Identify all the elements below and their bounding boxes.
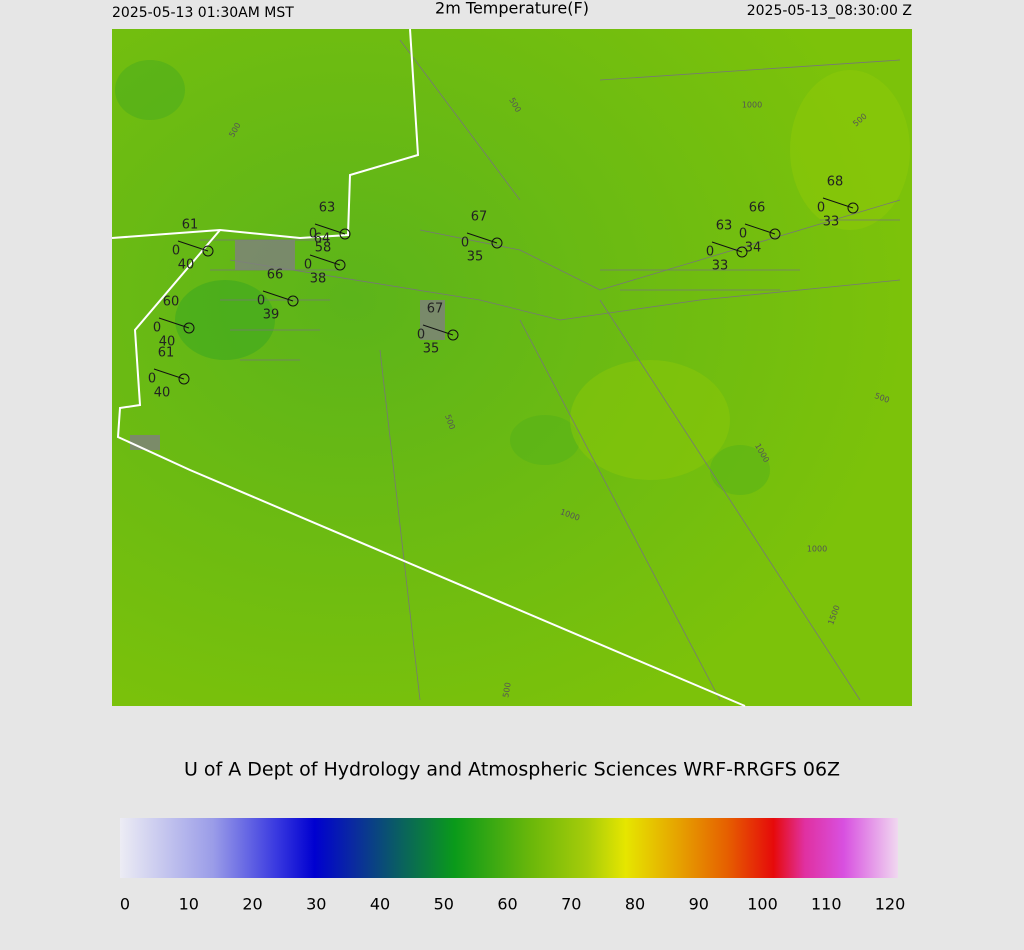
station-temp: 68 — [827, 175, 844, 190]
station-temp: 61 — [182, 218, 199, 233]
station-dew: 40 — [178, 258, 195, 273]
station-calm: 0 — [148, 372, 156, 387]
colorbar-tick-label: 110 — [811, 895, 842, 914]
station-dew: 39 — [263, 308, 280, 323]
station-circle — [736, 246, 748, 258]
station-temp: 67 — [471, 210, 488, 225]
colorbar-tick-label: 10 — [179, 895, 199, 914]
station-dew: 35 — [467, 250, 484, 265]
colorbar-tick-label: 90 — [689, 895, 709, 914]
stations: 6104063058640386603967035670356004061040… — [148, 175, 859, 401]
station-temp: 64 — [314, 232, 331, 247]
valid-utc: 2025-05-13_08:30:00 Z — [747, 3, 912, 19]
valid-local: 2025-05-13 01:30AM MST — [112, 5, 294, 21]
station-circle — [334, 259, 346, 271]
station-circle — [847, 202, 859, 214]
station-temp: 63 — [319, 201, 336, 216]
station-calm: 0 — [706, 245, 714, 260]
colorbar-tick-label: 60 — [497, 895, 517, 914]
station-calm: 0 — [817, 201, 825, 216]
station-circle — [339, 228, 351, 240]
station-temp: 63 — [716, 219, 733, 234]
station-circle — [447, 329, 459, 341]
station-calm: 0 — [172, 244, 180, 259]
station-circle — [287, 295, 299, 307]
credit: U of A Dept of Hydrology and Atmospheric… — [184, 759, 840, 781]
station-circle — [202, 245, 214, 257]
colorbar-tick-label: 120 — [875, 895, 906, 914]
station-calm: 0 — [309, 227, 317, 242]
colorbar-tick-label: 50 — [434, 895, 454, 914]
station-calm: 0 — [304, 258, 312, 273]
colorbar-tick-label: 100 — [747, 895, 778, 914]
colorbar-tick-label: 80 — [625, 895, 645, 914]
station-dew: 38 — [310, 272, 327, 287]
station-temp: 60 — [163, 295, 180, 310]
colorbar-tick-label: 0 — [120, 895, 130, 914]
station-dew: 40 — [154, 386, 171, 401]
station-dew: 33 — [823, 215, 840, 230]
station-dew: 33 — [712, 259, 729, 274]
station-calm: 0 — [461, 236, 469, 251]
colorbar-ticks: 0 10 20 30 40 50 60 70 80 90 100 110 120 — [120, 895, 905, 914]
station-temp: 66 — [267, 268, 284, 283]
station-temp: 66 — [749, 201, 766, 216]
station-temp: 67 — [427, 302, 444, 317]
station-calm: 0 — [153, 321, 161, 336]
station-dew: 58 — [315, 241, 332, 256]
contour-label: 1000 — [742, 101, 762, 110]
station-dew: 40 — [159, 335, 176, 350]
station-dew: 34 — [745, 241, 762, 256]
station-calm: 0 — [257, 294, 265, 309]
contour-label: 1000 — [807, 545, 827, 554]
station-calm: 0 — [417, 328, 425, 343]
station-circle — [769, 228, 781, 240]
colorbar-tick-label: 30 — [306, 895, 326, 914]
station-calm: 0 — [739, 227, 747, 242]
colorbar-tick-label: 40 — [370, 895, 390, 914]
colorbar — [120, 818, 898, 878]
station-circle — [491, 237, 503, 249]
station-dew: 35 — [423, 342, 440, 357]
station-circle — [183, 322, 195, 334]
colorbar-tick-label: 70 — [561, 895, 581, 914]
station-circle — [178, 373, 190, 385]
map-title: 2m Temperature(F) — [435, 0, 589, 18]
contour-label: 500 — [501, 682, 513, 699]
station-temp: 61 — [158, 346, 175, 361]
colorbar-tick-label: 20 — [242, 895, 262, 914]
map: 6104063058640386603967035670356004061040… — [111, 28, 912, 707]
